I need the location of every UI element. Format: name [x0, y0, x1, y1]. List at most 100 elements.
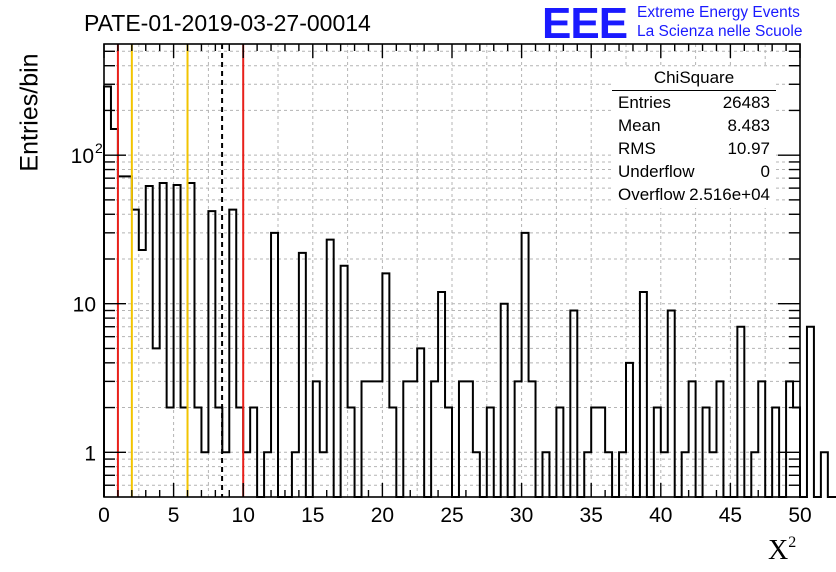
histogram-bin — [243, 452, 250, 497]
histogram-bin — [626, 363, 633, 497]
marker-lines — [116, 44, 245, 497]
stats-key: Overflow — [618, 185, 686, 204]
histogram-bin — [501, 304, 508, 497]
stats-value: 0 — [760, 162, 770, 181]
histogram-bin — [584, 452, 591, 497]
x-tick-label: 50 — [788, 504, 811, 527]
histogram-bin — [146, 186, 153, 497]
x-tick-label: 5 — [168, 504, 180, 527]
plot-title: PATE-01-2019-03-27-00014 — [84, 10, 371, 36]
histogram-bin — [556, 408, 563, 497]
histogram-outline — [103, 85, 836, 498]
histogram-bin — [640, 292, 647, 497]
histogram-bin — [703, 408, 710, 497]
x-axis-label: X2 — [768, 534, 796, 567]
histogram-bin — [118, 176, 125, 497]
stats-row-underflow: Underflow 0 — [618, 162, 776, 184]
stats-box: ChiSquare Entries 26483 Mean 8.483 RMS 1… — [612, 68, 776, 208]
stats-key: Underflow — [618, 162, 695, 181]
stats-row-entries: Entries 26483 — [618, 93, 776, 115]
histogram-bin — [167, 408, 174, 497]
histogram-bin — [821, 452, 828, 497]
histogram-bin — [362, 381, 369, 497]
histogram-bin — [459, 381, 466, 497]
logo-line-2: La Scienza nelle Scuole — [637, 23, 803, 40]
histogram-bin — [271, 233, 278, 497]
stats-title: ChiSquare — [612, 68, 776, 91]
histogram-bin — [438, 292, 445, 497]
histogram-bin — [208, 211, 215, 497]
x-axis-label-superscript: 2 — [788, 534, 797, 551]
histogram-bin — [111, 129, 118, 497]
histogram-bin — [682, 452, 689, 497]
histogram-bin — [181, 408, 188, 497]
histogram-bin — [160, 183, 167, 497]
histogram-bin — [445, 408, 452, 497]
histogram-bin — [431, 381, 438, 497]
histogram-bin — [570, 311, 577, 497]
histogram-bin — [522, 233, 529, 497]
histogram-bin — [375, 381, 382, 497]
histogram-bin — [786, 381, 793, 497]
y-tick-label-exponent: 2 — [95, 140, 103, 156]
stats-key: Mean — [618, 116, 661, 135]
histogram-bin — [174, 185, 181, 497]
histogram-bin — [236, 408, 243, 497]
histogram-bin — [348, 408, 355, 497]
histogram-bin — [605, 452, 612, 497]
histogram-bin — [222, 452, 229, 497]
logo-line-1: Extreme Energy Events — [637, 4, 800, 21]
histogram-bin — [382, 273, 389, 497]
x-tick-label: 35 — [580, 504, 603, 527]
histogram-bin — [327, 240, 334, 497]
histogram-bin — [689, 381, 696, 497]
histogram-bin — [417, 348, 424, 497]
grid-lines — [103, 44, 801, 497]
histogram-bin — [661, 452, 668, 497]
x-tick-label: 20 — [371, 504, 394, 527]
stats-key: Entries — [618, 93, 671, 112]
histogram-bin — [710, 452, 717, 497]
histogram-bin — [529, 381, 536, 497]
x-tick-label: 45 — [719, 504, 742, 527]
stats-value: 8.483 — [727, 116, 770, 135]
histogram-bin — [737, 327, 744, 497]
histogram-bin — [515, 381, 522, 497]
histogram-bin — [668, 311, 675, 497]
histogram-bin — [619, 452, 626, 497]
histogram-bin — [758, 381, 765, 497]
histogram-bin — [598, 408, 605, 497]
y-tick-label: 10 — [73, 294, 96, 317]
histogram-bin — [132, 210, 139, 497]
histogram-series — [103, 85, 836, 498]
histogram-bin — [487, 408, 494, 497]
histogram-bin — [264, 452, 271, 497]
x-tick-label: 25 — [440, 504, 463, 527]
histogram-bin — [716, 381, 723, 497]
histogram-bin — [292, 452, 299, 497]
x-tick-label: 40 — [649, 504, 672, 527]
stats-row-rms: RMS 10.97 — [618, 139, 776, 161]
histogram-bin — [751, 452, 758, 497]
histogram-bin — [104, 86, 111, 497]
histogram-bin — [654, 408, 661, 497]
histogram-bin — [153, 348, 160, 497]
histogram-bin — [250, 408, 257, 497]
histogram-bin — [201, 452, 208, 497]
histogram-bin — [229, 210, 236, 497]
histogram-bin — [591, 408, 598, 497]
stats-value: 26483 — [722, 93, 770, 112]
histogram-bin — [313, 381, 320, 497]
stats-value: 2.516e+04 — [689, 185, 770, 204]
stats-row-overflow: Overflow 2.516e+04 — [618, 185, 776, 207]
histogram-bin — [299, 253, 306, 497]
eee-logo: EEE — [542, 0, 628, 48]
x-tick-label: 10 — [232, 504, 255, 527]
histogram-bin — [466, 381, 473, 497]
stats-value: 10.97 — [727, 139, 770, 158]
stats-key: RMS — [618, 139, 656, 158]
histogram-bin — [194, 408, 201, 497]
histogram-bin — [473, 452, 480, 497]
